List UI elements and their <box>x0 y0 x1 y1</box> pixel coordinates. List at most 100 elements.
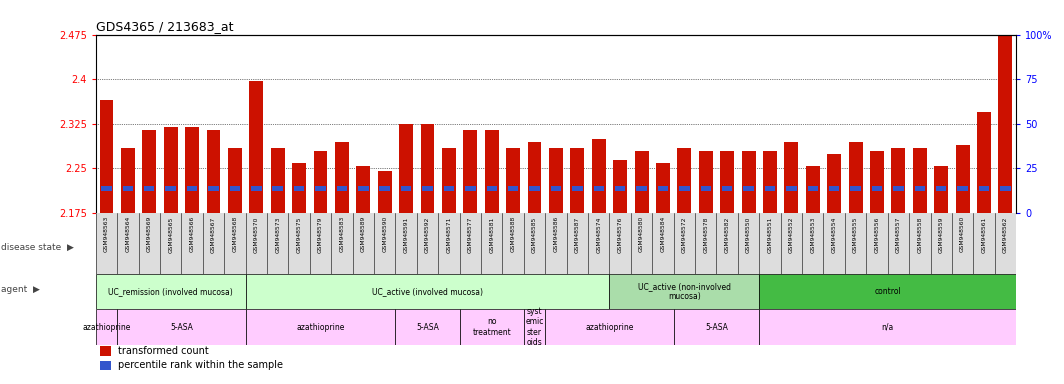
Text: GSM948560: GSM948560 <box>960 216 965 252</box>
Text: GSM948576: GSM948576 <box>617 216 622 253</box>
Bar <box>1000 186 1011 190</box>
Bar <box>249 81 263 213</box>
Text: azathioprine: azathioprine <box>82 323 131 332</box>
Text: azathioprine: azathioprine <box>296 323 345 332</box>
Text: GDS4365 / 213683_at: GDS4365 / 213683_at <box>96 20 233 33</box>
Bar <box>356 166 370 213</box>
Text: no
treatment: no treatment <box>472 318 511 337</box>
Bar <box>143 130 156 213</box>
Bar <box>572 186 583 190</box>
Text: GSM948564: GSM948564 <box>126 216 131 252</box>
Bar <box>744 186 753 190</box>
Text: GSM948553: GSM948553 <box>811 216 815 253</box>
Bar <box>678 148 692 213</box>
Bar <box>121 148 135 213</box>
Bar <box>979 186 990 190</box>
Text: GSM948573: GSM948573 <box>276 216 280 253</box>
Text: GSM948586: GSM948586 <box>553 216 559 252</box>
Bar <box>934 166 948 213</box>
Text: GSM948555: GSM948555 <box>853 216 858 253</box>
Bar <box>893 186 903 190</box>
Bar <box>936 186 946 190</box>
Bar <box>463 130 478 213</box>
Bar <box>592 139 605 213</box>
Bar <box>100 346 112 356</box>
Text: GSM948591: GSM948591 <box>403 216 409 253</box>
Bar <box>460 309 523 345</box>
Bar <box>465 186 476 190</box>
Bar <box>808 186 818 190</box>
Text: UC_active (involved mucosa): UC_active (involved mucosa) <box>372 287 483 296</box>
Bar <box>246 309 396 345</box>
Text: GSM948566: GSM948566 <box>189 216 195 252</box>
Bar <box>122 186 133 190</box>
Text: GSM948583: GSM948583 <box>339 216 345 252</box>
Bar <box>508 186 518 190</box>
Text: GSM948561: GSM948561 <box>981 216 986 253</box>
Bar <box>251 186 262 190</box>
Bar <box>101 186 112 190</box>
Bar <box>209 186 219 190</box>
Bar <box>336 186 347 190</box>
Bar <box>444 186 454 190</box>
Bar <box>96 309 117 345</box>
Bar <box>442 148 455 213</box>
Text: GSM948556: GSM948556 <box>875 216 880 253</box>
Bar <box>545 309 674 345</box>
Bar <box>96 273 246 309</box>
Bar <box>805 166 819 213</box>
Text: GSM948567: GSM948567 <box>211 216 216 253</box>
Bar <box>100 361 112 370</box>
Bar <box>870 151 884 213</box>
Bar <box>100 100 114 213</box>
Bar <box>401 186 412 190</box>
Bar <box>656 162 670 213</box>
Bar <box>399 124 413 213</box>
Text: 5-ASA: 5-ASA <box>416 323 439 332</box>
Bar <box>827 154 842 213</box>
Bar <box>144 186 154 190</box>
Bar <box>485 130 499 213</box>
Bar <box>378 172 392 213</box>
Bar <box>486 186 497 190</box>
Text: GSM948550: GSM948550 <box>746 216 751 253</box>
Bar <box>528 142 542 213</box>
Bar <box>679 186 689 190</box>
Text: GSM948582: GSM948582 <box>725 216 730 253</box>
Bar <box>117 309 246 345</box>
Bar <box>674 309 760 345</box>
Bar <box>396 309 460 345</box>
Text: azathioprine: azathioprine <box>585 323 634 332</box>
Bar <box>760 273 1016 309</box>
Text: GSM948579: GSM948579 <box>318 216 323 253</box>
Bar <box>610 273 760 309</box>
Text: GSM948563: GSM948563 <box>104 216 109 252</box>
Bar <box>380 186 389 190</box>
Bar <box>335 142 349 213</box>
Bar <box>166 186 176 190</box>
Bar <box>871 186 882 190</box>
Bar <box>829 186 839 190</box>
Bar <box>892 148 905 213</box>
Bar <box>187 186 197 190</box>
Text: GSM948581: GSM948581 <box>489 216 495 253</box>
Text: GSM948590: GSM948590 <box>382 216 387 252</box>
Text: GSM948569: GSM948569 <box>147 216 152 252</box>
Text: GSM948574: GSM948574 <box>596 216 601 253</box>
Text: 5-ASA: 5-ASA <box>705 323 728 332</box>
Text: transformed count: transformed count <box>118 346 209 356</box>
Bar <box>913 148 927 213</box>
Bar <box>700 186 711 190</box>
Bar <box>658 186 668 190</box>
Text: GSM948565: GSM948565 <box>168 216 173 253</box>
Text: GSM948568: GSM948568 <box>232 216 237 252</box>
Text: GSM948551: GSM948551 <box>767 216 772 253</box>
Bar <box>523 309 545 345</box>
Text: GSM948592: GSM948592 <box>425 216 430 253</box>
Bar <box>293 162 306 213</box>
Bar <box>270 148 285 213</box>
Bar <box>915 186 925 190</box>
Bar <box>529 186 539 190</box>
Bar <box>760 309 1016 345</box>
Bar <box>955 145 969 213</box>
